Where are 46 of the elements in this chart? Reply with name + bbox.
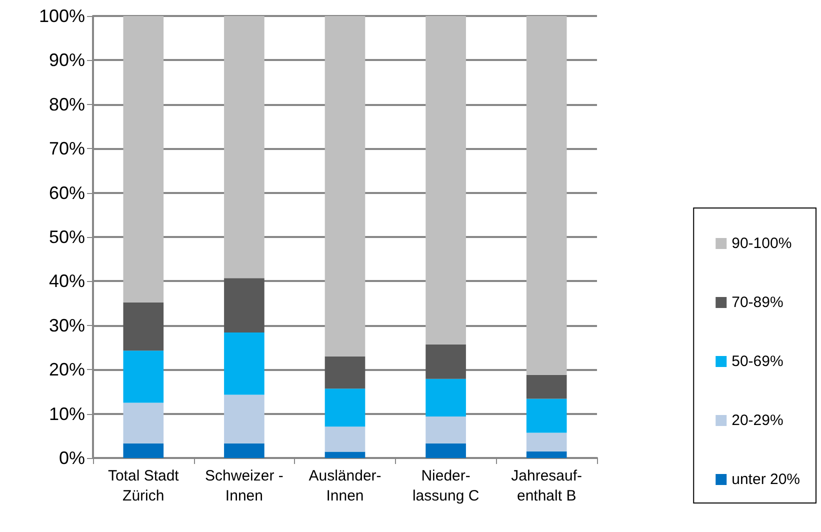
x-tick-label: Schweizer - Innen [205,468,284,504]
bar [426,443,466,458]
x-tick-label: Total Stadt Zürich [108,468,180,504]
bar [224,443,264,458]
y-tick-label: 10% [48,404,85,424]
legend-label: 70-89% [732,294,784,311]
bar [426,16,466,344]
y-tick-label: 80% [48,94,85,114]
bar [526,16,567,375]
bar [324,16,366,356]
bar [123,402,164,444]
bar [224,278,264,332]
bar [123,16,164,302]
legend-label: 20-29% [732,412,784,429]
bar [224,394,264,444]
bar [123,302,164,351]
legend-label: unter 20% [732,471,800,488]
bar [324,452,366,458]
bar [324,388,366,427]
bar [224,332,264,395]
y-tick-label: 60% [48,182,85,203]
y-tick-label: 90% [48,50,85,70]
y-tick-label: 0% [58,448,85,468]
bar [526,432,567,452]
x-tick-label: Nieder- lassung C [412,468,480,504]
bar [324,426,366,452]
bar [324,356,366,389]
y-tick-label: 30% [48,315,85,336]
y-tick-label: 50% [48,227,85,247]
bar [426,416,466,444]
bar [526,374,567,399]
bar [426,344,466,379]
bar [224,16,264,278]
bar [526,451,567,458]
y-tick-label: 100% [38,6,85,26]
bar [123,443,164,458]
bar [426,378,466,416]
y-tick-label: 40% [48,271,85,292]
y-tick-label: 20% [48,360,85,380]
y-tick-label: 70% [48,138,85,159]
bar [123,350,164,403]
legend-label: 90-100% [732,235,792,252]
bar [526,398,567,433]
legend-label: 50-69% [732,353,784,370]
x-tick-label: Ausländer- Innen [308,468,382,504]
x-tick-label: Jahresauf- enthalt B [511,468,582,504]
